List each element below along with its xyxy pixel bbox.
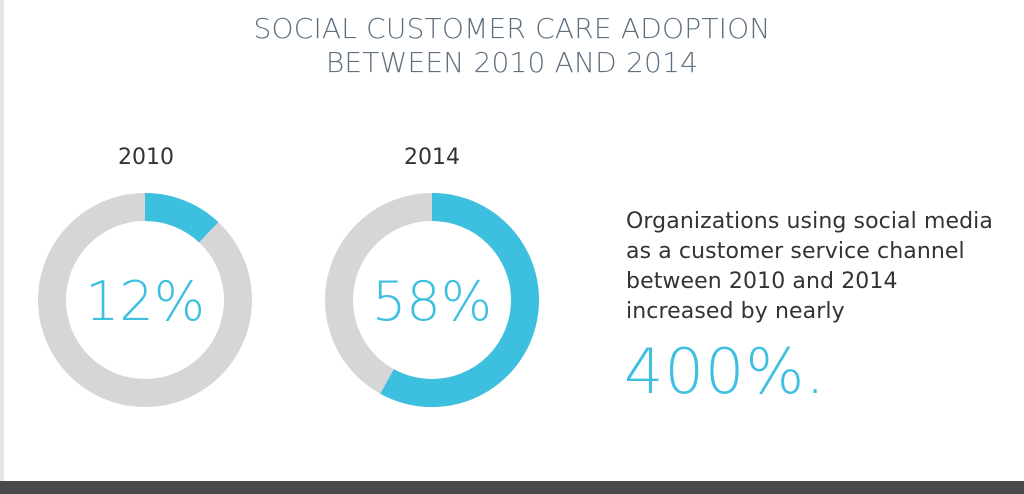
growth-stat: 400%. — [624, 335, 826, 408]
title-line-2: BETWEEN 2010 AND 2014 — [325, 46, 699, 79]
description-line-1: Organizations using social media — [626, 209, 993, 234]
description-line-3: between 2010 and 2014 — [626, 269, 898, 294]
donut-2010: 12% — [38, 193, 252, 407]
left-edge-divider — [0, 0, 4, 494]
donut-2010-year-label: 2010 — [118, 145, 174, 170]
page-title: SOCIAL CUSTOMER CARE ADOPTION BETWEEN 20… — [0, 12, 1024, 80]
title-line-1: SOCIAL CUSTOMER CARE ADOPTION — [253, 12, 771, 45]
donut-2010-filled-arc — [38, 193, 252, 407]
donut-2014: 58% — [325, 193, 539, 407]
donut-2010-percent-label: 12% — [85, 270, 205, 333]
description-line-4: increased by nearly — [626, 299, 845, 324]
donut-2014-year-label: 2014 — [404, 145, 460, 170]
bottom-bar — [0, 481, 1024, 494]
donut-2014-filled-arc — [325, 193, 539, 407]
description-text: Organizations using social media as a cu… — [626, 207, 1016, 327]
description-line-2: as a customer service channel — [626, 239, 965, 264]
donut-2014-percent-label: 58% — [372, 270, 492, 333]
